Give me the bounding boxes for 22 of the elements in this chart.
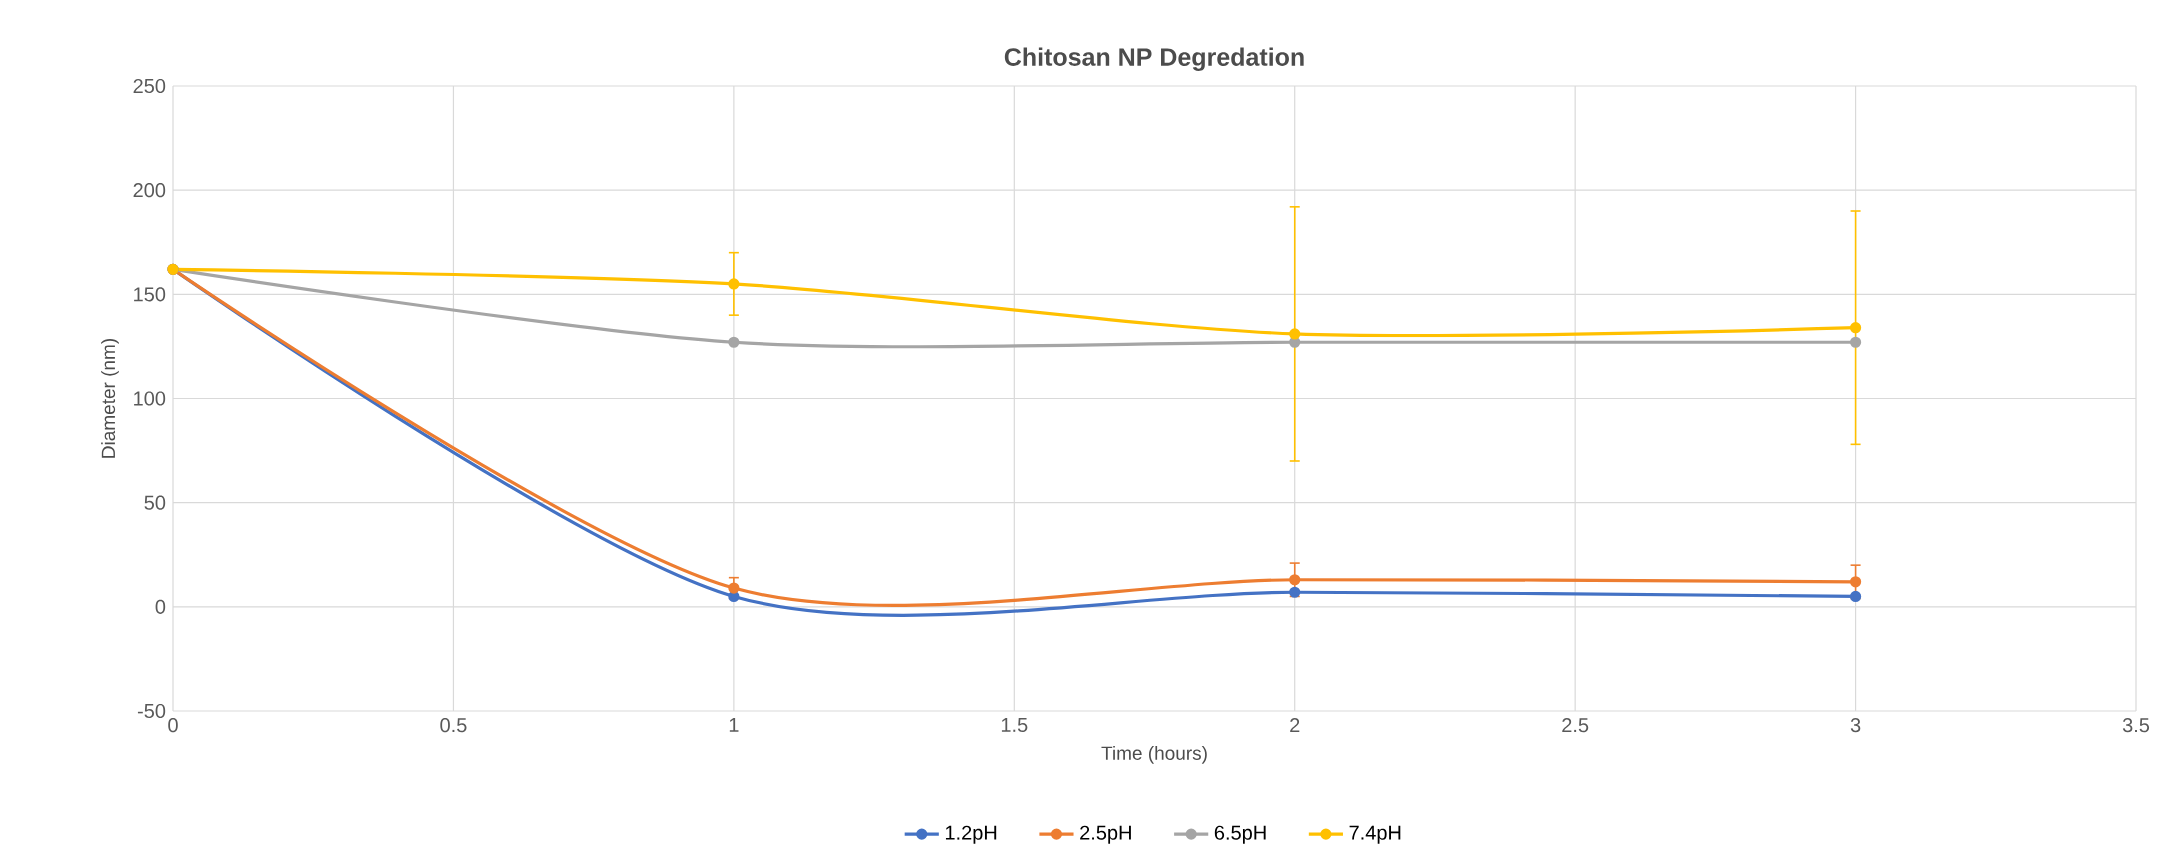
x-tick-label: 2.5 — [1562, 718, 1589, 733]
x-tick-label: 0.5 — [440, 718, 467, 733]
x-tick-label: 1.5 — [1001, 718, 1028, 733]
legend-label: 7.4pH — [1349, 825, 1401, 844]
x-axis-title: Time (hours) — [1101, 746, 1207, 764]
chart-title: Chitosan NP Degredation — [1004, 47, 1304, 72]
y-tick-label: 250 — [133, 79, 166, 94]
legend-label: 1.2pH — [945, 825, 997, 844]
y-tick-label: 50 — [144, 495, 166, 510]
y-tick-label: 200 — [133, 183, 166, 198]
y-tick-label: 150 — [134, 287, 166, 302]
y-tick-label: -50 — [137, 704, 166, 719]
x-tick-label: 3.5 — [2122, 718, 2150, 733]
x-tick-label: 2 — [1290, 718, 1300, 733]
legend-label: 6.5pH — [1214, 825, 1266, 844]
legend-label: 2.5pH — [1080, 825, 1131, 844]
y-axis-title: Diameter (nm) — [101, 339, 119, 458]
x-tick-label: 0 — [168, 718, 178, 733]
x-tick-label: 1 — [729, 718, 739, 733]
x-tick-label: 3 — [1850, 718, 1861, 733]
y-tick-label: 100 — [134, 391, 166, 406]
y-tick-label: 0 — [155, 599, 166, 615]
